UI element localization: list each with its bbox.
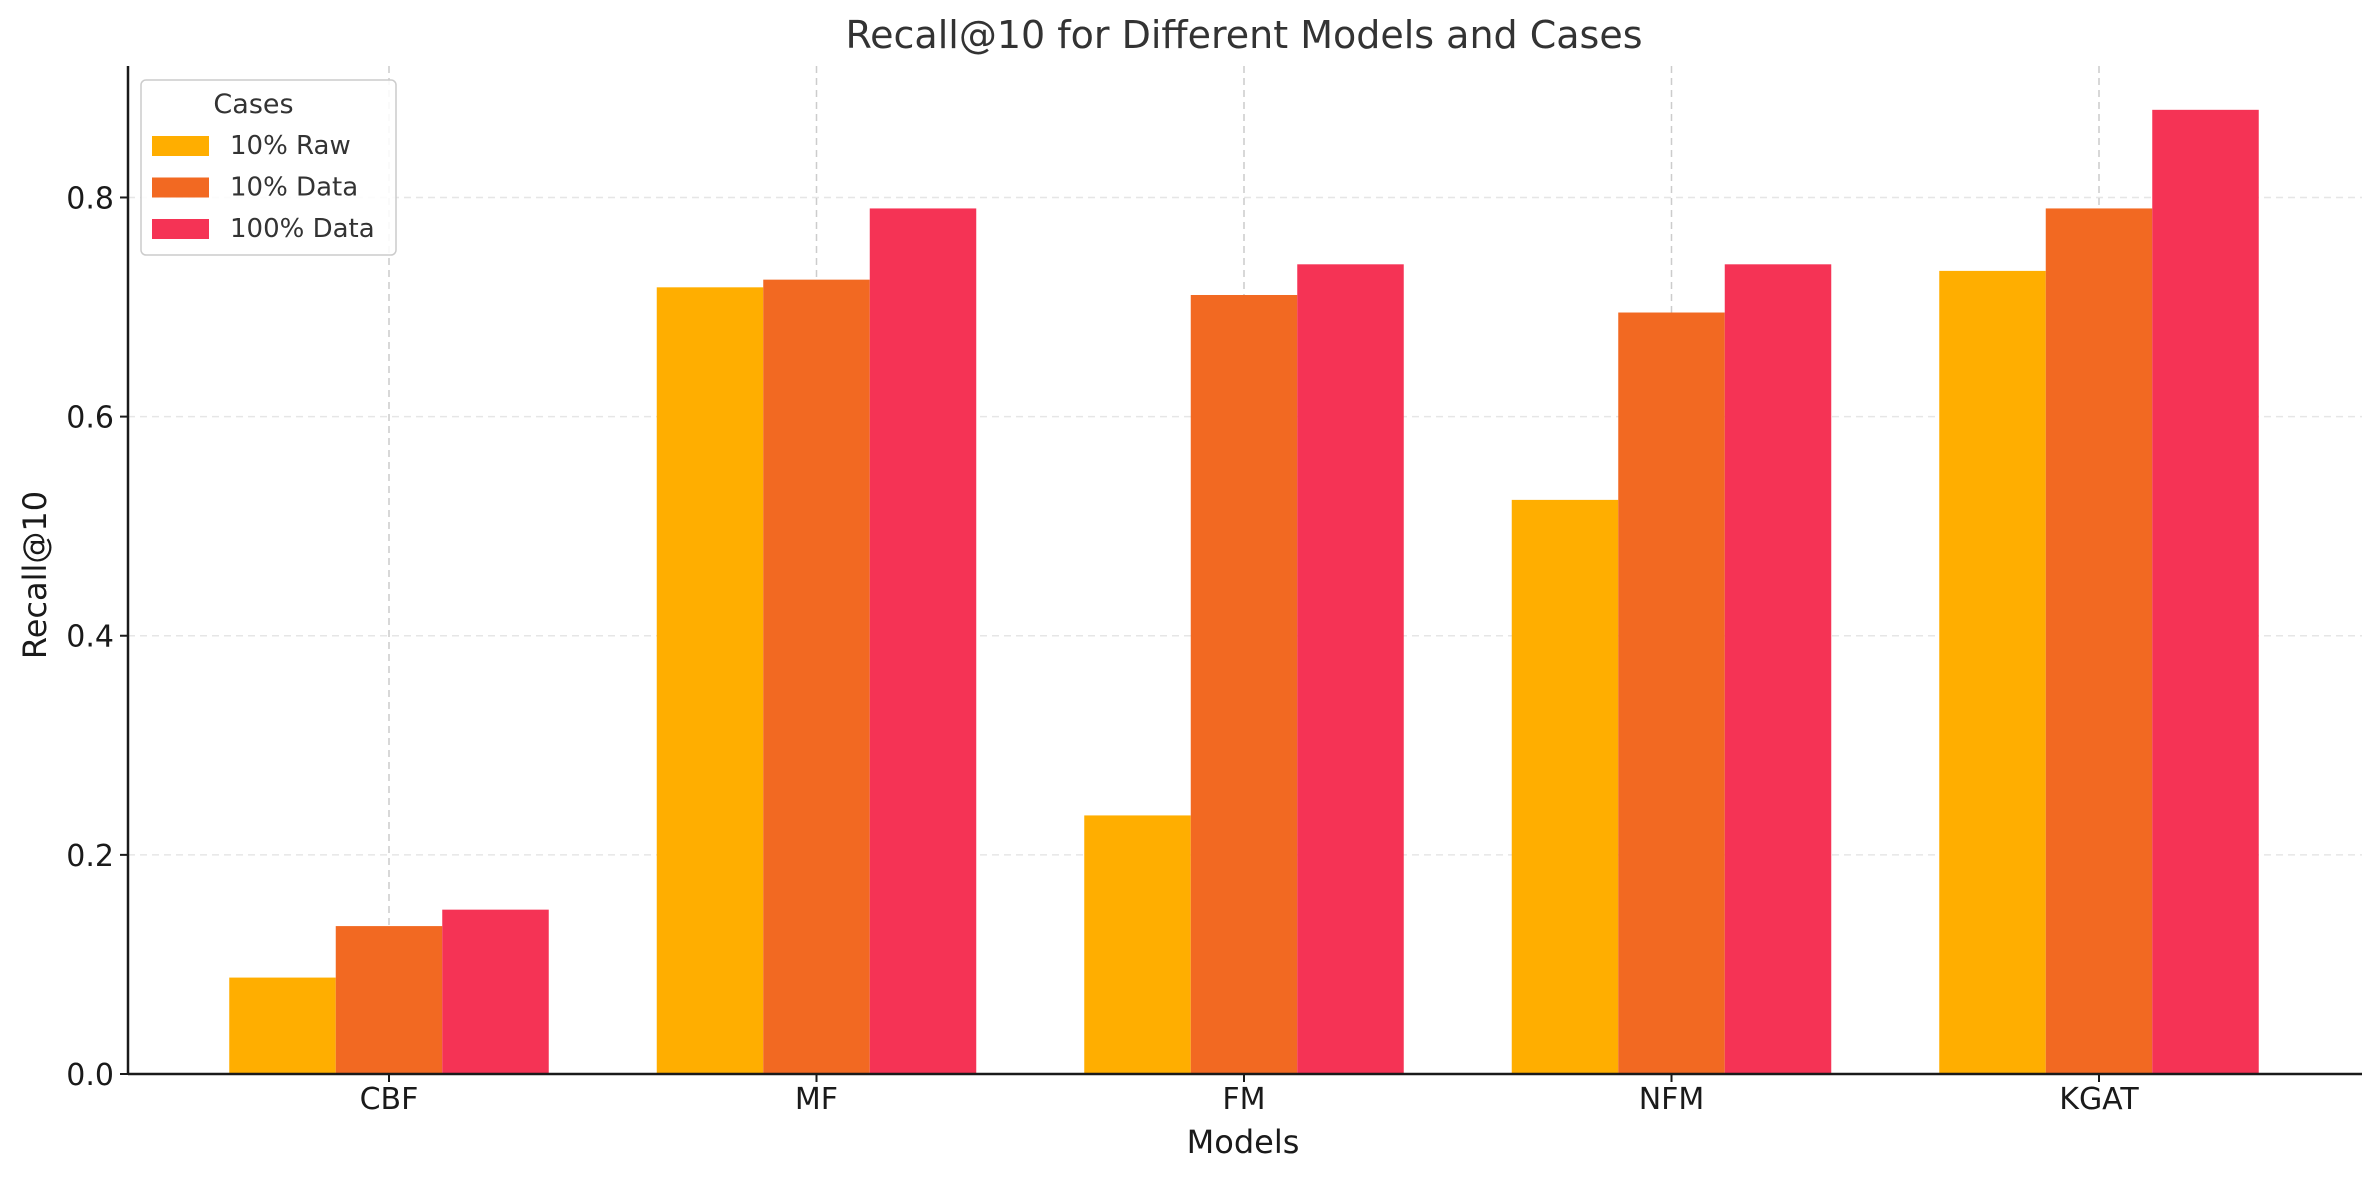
- y-tick-label: 0.2: [66, 839, 114, 874]
- x-tick-label-mf: MF: [795, 1082, 838, 1117]
- bar-fm-2: [1190, 294, 1298, 1074]
- legend-entry: 100% Data: [230, 214, 375, 244]
- bar-mf-1: [656, 287, 764, 1074]
- x-axis-label: Models: [1187, 1123, 1300, 1161]
- y-tick-label: 0.4: [66, 620, 114, 655]
- bar-mf-3: [869, 208, 977, 1074]
- legend-swatch: [152, 136, 209, 156]
- legend-swatch: [152, 219, 209, 239]
- legend-entry: 10% Data: [230, 173, 358, 203]
- bar-kgat-2: [2045, 208, 2153, 1074]
- legend-swatch: [152, 177, 209, 198]
- bar-cbf-3: [442, 909, 549, 1074]
- bar-cbf-1: [229, 977, 336, 1074]
- x-tick-label-nfm: NFM: [1639, 1082, 1705, 1117]
- legend-box: [140, 79, 397, 256]
- chart-title: Recall@10 for Different Models and Cases: [845, 13, 1642, 57]
- bar-fm-3: [1297, 264, 1404, 1074]
- legend-entry: 10% Raw: [230, 131, 351, 161]
- x-tick-label-kgat: KGAT: [2059, 1082, 2139, 1117]
- bar-mf-2: [763, 279, 870, 1074]
- y-axis-label: Recall@10: [16, 491, 54, 659]
- bar-kgat-1: [1939, 270, 2046, 1074]
- bar-kgat-3: [2152, 109, 2259, 1074]
- legend-title: Cases: [213, 89, 293, 120]
- x-tick-label-cbf: CBF: [360, 1082, 419, 1117]
- bar-fm-1: [1084, 815, 1191, 1074]
- y-tick-label: 0.8: [66, 181, 114, 216]
- bar-nfm-3: [1724, 264, 1832, 1074]
- bar-nfm-1: [1511, 499, 1619, 1074]
- tick-labels: 0.0 0.2 0.4 0.6 0.8 CBF MF FM NFM KGAT: [66, 181, 2139, 1117]
- bars: [229, 109, 2259, 1074]
- y-tick-label: 0.0: [66, 1058, 114, 1093]
- bar-nfm-2: [1618, 312, 1725, 1074]
- y-tick-label: 0.6: [66, 401, 114, 436]
- legend: Cases 10% Raw 10% Data 100% Data: [140, 79, 397, 256]
- x-tick-label-fm: FM: [1222, 1082, 1265, 1117]
- bar-cbf-2: [335, 926, 443, 1074]
